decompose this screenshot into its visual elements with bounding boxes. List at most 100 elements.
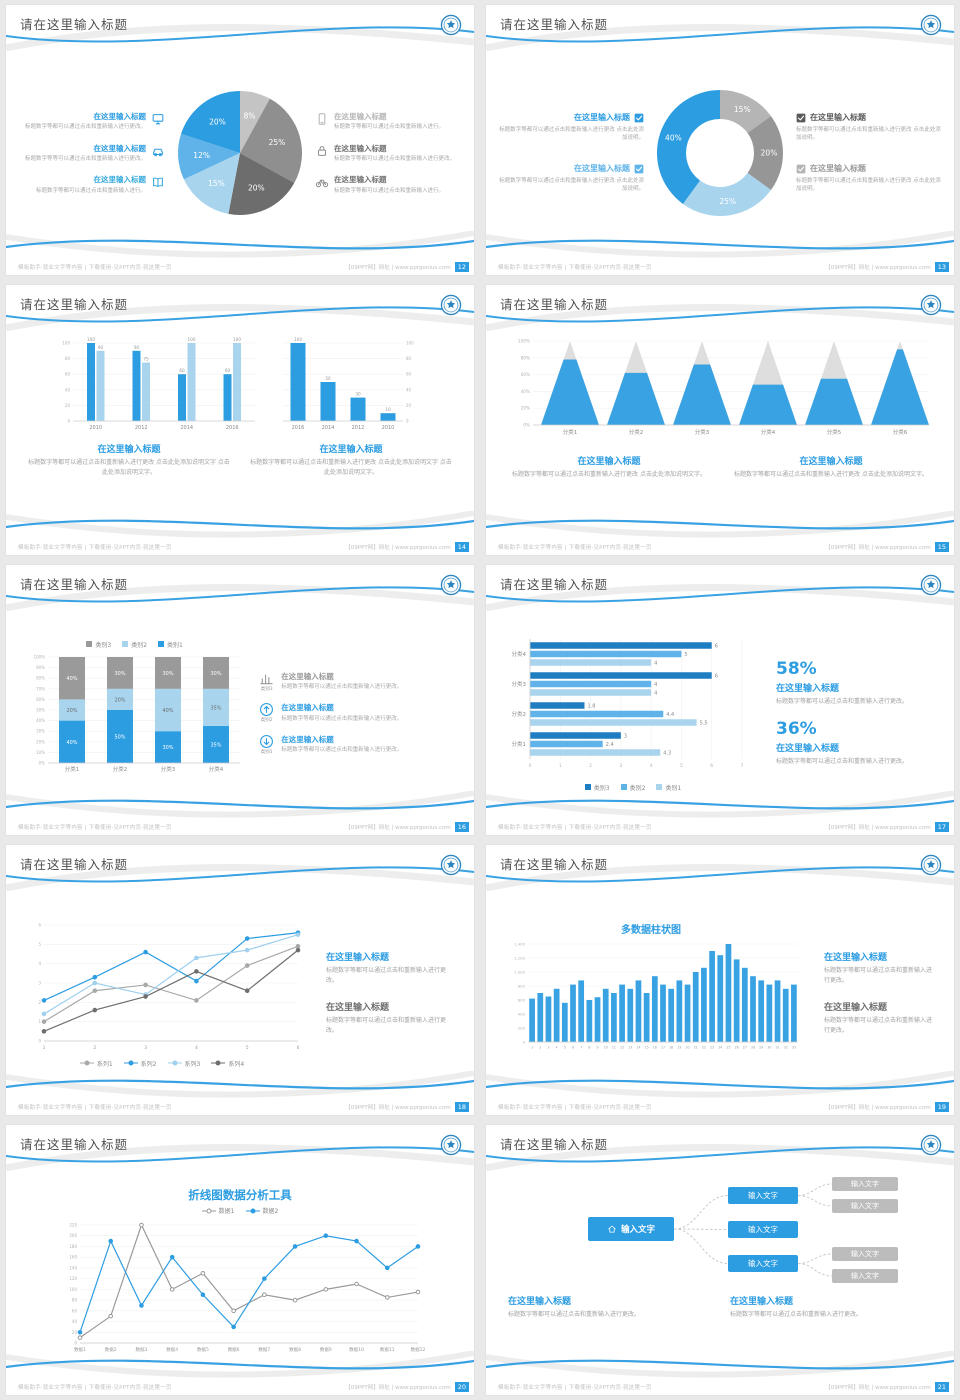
- svg-text:2016: 2016: [226, 425, 239, 431]
- slide-header: 请在这里输入标题: [6, 565, 474, 596]
- mid-box: 输入文字: [728, 1255, 798, 1272]
- checkbox-icon: [634, 164, 644, 173]
- box-label: 输入文字: [748, 1191, 778, 1200]
- svg-text:20%: 20%: [36, 739, 45, 744]
- svg-text:90: 90: [98, 345, 104, 350]
- svg-text:28: 28: [751, 1045, 755, 1049]
- svg-text:1,200: 1,200: [514, 955, 525, 960]
- svg-text:13: 13: [628, 1045, 632, 1049]
- leaf-box: 输入文字: [832, 1177, 898, 1191]
- slide-content: 类别3 类别2 类别1 0% 10% 20% 30% 40% 50% 60% 70% 80% 90% 10…: [18, 611, 462, 815]
- svg-text:2: 2: [589, 763, 592, 769]
- svg-text:2012: 2012: [352, 425, 365, 431]
- svg-text:160: 160: [69, 1255, 77, 1260]
- svg-text:数据9: 数据9: [320, 1346, 332, 1353]
- svg-text:27: 27: [743, 1045, 747, 1049]
- legend-swatch: [620, 784, 627, 790]
- check-desc: 标题数字等都可以通过点击和重新输入进行更改 点击此处添加说明。: [796, 126, 941, 142]
- slide-20-thumbnail[interactable]: 请在这里输入标题 折线图数据分析工具 数据1 数据2 0 20 40 60 80 100 120 1…: [5, 1124, 475, 1396]
- stacked-bar-svg: 0% 10% 20% 30% 40% 50% 60% 70% 80% 90% 100% 40% 20% 4…: [34, 654, 241, 773]
- callout-title: 在这里输入标题: [334, 143, 387, 153]
- slide-cell: 请在这里输入标题 多数据柱状图 0 200 400 600 800 1,000 1,200 1,…: [480, 840, 960, 1120]
- slide-14-thumbnail[interactable]: 请在这里输入标题 0 20 40 60 80 100 100 90 2010 90 75 2012 60…: [5, 284, 475, 556]
- svg-text:数据2: 数据2: [105, 1346, 117, 1353]
- svg-text:2014: 2014: [180, 425, 193, 431]
- slide-17-thumbnail[interactable]: 请在这里输入标题 0 1 2 3 4 5 6 7 分类4 6 5 4 分类3 6 4 4 分类2 1.8 4.4 5.…: [485, 564, 955, 836]
- slide-21-thumbnail[interactable]: 请在这里输入标题 输入文字 输入文字 输入文字 输入文字 输入文字 输入文字 输入文字 输入文…: [485, 1124, 955, 1396]
- stat-block: 36% 在这里输入标题 标题数字等都可以通过点击和重新输入进行更改。: [776, 719, 942, 767]
- svg-text:40%: 40%: [36, 718, 45, 723]
- hbar-layout: 0 1 2 3 4 5 6 7 分类4 6 5 4 分类3 6 4 4 分类2 1.8 4.4 5.5 分类1 3 2.4 4…: [498, 611, 942, 815]
- slide-13-thumbnail[interactable]: 请在这里输入标题 在这里输入标题 标题数字等都可以通过点击和重新输入进行更改 点击…: [485, 4, 955, 276]
- slide-header: 请在这里输入标题: [6, 845, 474, 876]
- slide-content: 输入文字 输入文字 输入文字 输入文字 输入文字 输入文字 输入文字 输入文字 在这里输入标题标…: [498, 1171, 942, 1375]
- legend-item: 系列4: [211, 1059, 244, 1068]
- callout-item: 在这里输入标题 标题数字等都可以通过点击和重新输入进行。: [315, 111, 462, 132]
- slide-19-thumbnail[interactable]: 请在这里输入标题 多数据柱状图 0 200 400 600 800 1,000 1,200 1,…: [485, 844, 955, 1116]
- box-label: 输入文字: [851, 1250, 879, 1258]
- donut-chart-svg: 15% 20% 25% 40%: [657, 90, 783, 216]
- svg-text:17: 17: [661, 1045, 665, 1049]
- svg-text:9: 9: [597, 1045, 599, 1049]
- svg-text:50%: 50%: [36, 707, 45, 712]
- svg-text:60: 60: [179, 368, 185, 373]
- footer-left-text: 模板助手:就业文字等内容 | 下载使用·见PPT内页·就这第一页: [498, 1105, 652, 1111]
- bike-icon: [315, 180, 329, 188]
- feature-items: 类别3 在这里输入标题 标题数字等都可以通过点击和重新输入进行更改。 类别2 在这里输入…: [251, 671, 462, 755]
- svg-text:0%: 0%: [39, 760, 46, 765]
- stat-blocks: 58% 在这里输入标题 标题数字等都可以通过点击和重新输入进行更改。 36% 在这里输入…: [768, 659, 942, 767]
- svg-text:15%: 15%: [208, 179, 225, 188]
- page-number-badge: 15: [934, 542, 949, 552]
- svg-text:6: 6: [715, 643, 718, 649]
- school-logo: [920, 14, 942, 36]
- svg-text:90: 90: [134, 345, 140, 350]
- svg-text:分类3: 分类3: [512, 680, 527, 688]
- footer-left-text: 模板助手:就业文字等内容 | 下载使用·见PPT内页·就这第一页: [498, 545, 652, 551]
- chart-area: 0 1 2 3 4 5 6 1 2 3 4 5 6 系列1 系列2 系列3 系列4: [18, 917, 306, 1070]
- svg-text:0%: 0%: [523, 423, 530, 428]
- item-desc: 标题数字等都可以通过点击和重新输入进行更改。: [281, 684, 403, 691]
- svg-text:分类4: 分类4: [209, 765, 224, 773]
- svg-text:5: 5: [684, 651, 687, 657]
- svg-text:3: 3: [547, 1045, 549, 1049]
- svg-text:31: 31: [776, 1045, 780, 1049]
- legend-label: 类别1: [665, 784, 682, 792]
- legend-swatch: [656, 784, 663, 790]
- feature-item: 类别3 在这里输入标题 标题数字等都可以通过点击和重新输入进行更改。: [259, 671, 462, 692]
- legend-item: 类别2: [620, 783, 645, 792]
- svg-text:100: 100: [233, 337, 241, 342]
- slide-12-thumbnail[interactable]: 请在这里输入标题 在这里输入标题 标题数字等都可以通过点击和重新输入进行更改。 在这…: [5, 4, 475, 276]
- callout-title: 在这里输入标题: [93, 175, 147, 185]
- text-block: 在这里输入标题 标题数字等都可以通过点击和重新输入进行更改 点击此处添加说明文字 …: [240, 442, 462, 478]
- legend-label: 类别3: [95, 641, 112, 649]
- svg-text:120: 120: [69, 1276, 77, 1281]
- svg-text:40%: 40%: [163, 708, 174, 714]
- connector-lines: [673, 1183, 833, 1277]
- footer-right-text: 【09PPT网】网址 | www.pptgenius.com: [825, 545, 931, 551]
- footer-right-text: 【09PPT网】网址 | www.pptgenius.com: [825, 1385, 931, 1391]
- svg-text:分类4: 分类4: [512, 650, 527, 658]
- page-number-badge: 19: [934, 1102, 949, 1112]
- school-logo-icon: [440, 1134, 462, 1156]
- text-blocks: 在这里输入标题 标题数字等都可以通过点击和重新输入进行更改 点击此处添加说明文字。…: [498, 454, 942, 480]
- slide-header: 请在这里输入标题: [6, 5, 474, 36]
- svg-text:0: 0: [406, 419, 409, 424]
- svg-text:3: 3: [619, 763, 622, 769]
- legend-marker-icon: [211, 1060, 226, 1066]
- svg-text:800: 800: [518, 983, 526, 988]
- leaf-box: 输入文字: [832, 1247, 898, 1261]
- block-title: 在这里输入标题: [730, 1297, 794, 1307]
- slide-footer: 模板助手:就业文字等内容 | 下载使用·见PPT内页·就这第一页 【09PPT网…: [486, 1101, 954, 1115]
- svg-text:21: 21: [694, 1045, 698, 1049]
- svg-text:60: 60: [406, 372, 412, 377]
- slide-title: 请在这里输入标题: [500, 17, 609, 32]
- footer-left-text: 模板助手:就业文字等内容 | 下载使用·见PPT内页·就这第一页: [18, 825, 172, 831]
- slide-15-thumbnail[interactable]: 请在这里输入标题 0% 20% 40% 60% 80% 100% 分类1 分类2 分类3 分类4 分…: [485, 284, 955, 556]
- item-desc: 标题数字等都可以通过点击和重新输入进行更改。: [281, 715, 403, 722]
- slide-16-thumbnail[interactable]: 请在这里输入标题 类别3 类别2 类别1 0% 10% 20% 30% 40% 50% 60% 70…: [5, 564, 475, 836]
- svg-text:75: 75: [143, 357, 149, 362]
- svg-text:22: 22: [702, 1045, 706, 1049]
- slide-18-thumbnail[interactable]: 请在这里输入标题 0 1 2 3 4 5 6 1 2 3 4 5 6 系列1 系列2 系列3 系列4 在这里输入标…: [5, 844, 475, 1116]
- block-title: 在这里输入标题: [326, 1003, 390, 1013]
- block-desc: 标题数字等都可以通过点击和重新输入进行更改 点击此处添加说明文字。: [512, 471, 706, 478]
